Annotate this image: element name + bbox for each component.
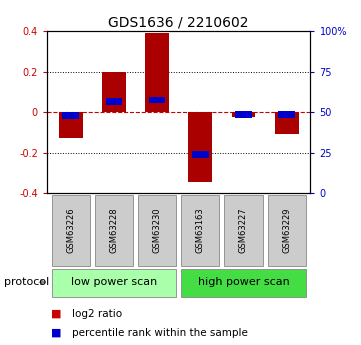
- Text: GSM63227: GSM63227: [239, 207, 248, 253]
- FancyBboxPatch shape: [268, 195, 306, 266]
- Text: GSM63163: GSM63163: [196, 207, 205, 253]
- Bar: [145, 33, 169, 112]
- FancyBboxPatch shape: [138, 195, 176, 266]
- Bar: [275, 112, 299, 135]
- FancyBboxPatch shape: [225, 195, 262, 266]
- Text: GSM63226: GSM63226: [66, 207, 75, 253]
- Bar: [278, 111, 295, 118]
- Bar: [149, 97, 165, 103]
- Bar: [192, 151, 209, 158]
- Text: GSM63229: GSM63229: [282, 208, 291, 253]
- FancyBboxPatch shape: [181, 195, 219, 266]
- FancyBboxPatch shape: [181, 269, 306, 297]
- Text: ■: ■: [51, 328, 61, 338]
- Text: low power scan: low power scan: [71, 277, 157, 287]
- FancyBboxPatch shape: [52, 195, 90, 266]
- Bar: [59, 112, 83, 138]
- Text: GSM63230: GSM63230: [153, 207, 162, 253]
- FancyBboxPatch shape: [52, 269, 176, 297]
- Text: GSM63228: GSM63228: [109, 207, 118, 253]
- Text: high power scan: high power scan: [197, 277, 290, 287]
- Bar: [106, 98, 122, 105]
- Text: ■: ■: [51, 309, 61, 319]
- Bar: [62, 112, 79, 119]
- Bar: [232, 112, 255, 117]
- Bar: [102, 71, 126, 112]
- Text: log2 ratio: log2 ratio: [72, 309, 122, 319]
- Text: protocol: protocol: [4, 277, 49, 287]
- Bar: [235, 111, 252, 118]
- Title: GDS1636 / 2210602: GDS1636 / 2210602: [108, 16, 249, 30]
- Text: percentile rank within the sample: percentile rank within the sample: [72, 328, 248, 338]
- FancyBboxPatch shape: [95, 195, 133, 266]
- Bar: [188, 112, 212, 182]
